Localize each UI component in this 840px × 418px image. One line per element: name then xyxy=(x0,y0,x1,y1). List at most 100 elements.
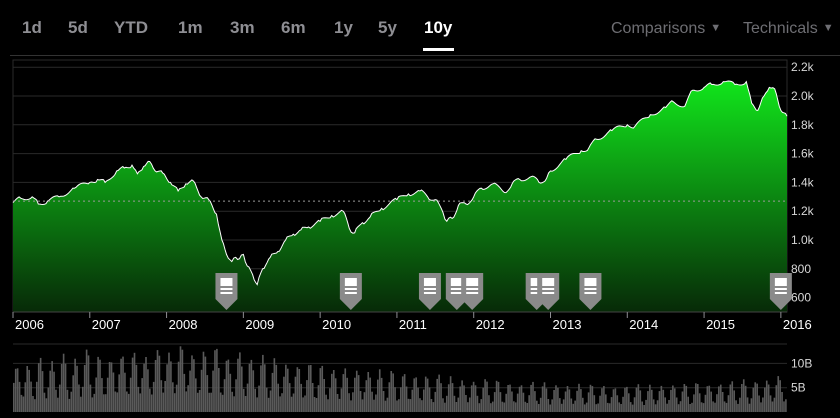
tab-5y[interactable]: 5y xyxy=(378,18,397,37)
volume-bar xyxy=(455,402,458,412)
news-marker-icon[interactable] xyxy=(215,273,238,310)
volume-bar xyxy=(24,382,27,412)
volume-bar xyxy=(470,385,473,412)
volume-bar xyxy=(528,395,530,412)
technicals-label: Technicals xyxy=(743,20,818,37)
volume-bar xyxy=(593,395,596,412)
volume-bar xyxy=(126,391,128,412)
volume-bar xyxy=(578,383,580,412)
volume-bar xyxy=(281,393,283,412)
volume-bar xyxy=(553,390,555,412)
news-marker-icon[interactable] xyxy=(537,273,560,310)
tab-10y[interactable]: 10y xyxy=(424,18,453,37)
x-tick-label: 2012 xyxy=(476,317,505,332)
volume-bar xyxy=(53,371,55,412)
volume-bar xyxy=(695,383,697,412)
volume-bar xyxy=(524,401,527,412)
volume-bar xyxy=(375,394,377,412)
volume-bar xyxy=(457,397,460,412)
volume-bar xyxy=(252,370,255,412)
volume-bar xyxy=(777,376,780,412)
volume-bar xyxy=(490,403,492,412)
news-marker-icon[interactable] xyxy=(418,273,441,310)
volume-bar xyxy=(359,391,362,412)
volume-bar xyxy=(338,398,341,412)
volume-bar xyxy=(742,379,745,412)
volume-bar xyxy=(708,385,711,412)
tab-1m[interactable]: 1m xyxy=(178,18,203,37)
volume-bar xyxy=(309,365,312,412)
volume-bar xyxy=(566,386,569,412)
comparisons-menu[interactable]: Comparisons ▼ xyxy=(611,20,721,38)
volume-bar xyxy=(206,375,209,412)
volume-bar xyxy=(658,391,661,412)
volume-bar xyxy=(315,398,318,412)
volume-bar xyxy=(118,374,120,412)
volume-bar xyxy=(378,369,381,412)
volume-bar xyxy=(783,401,785,412)
volume-bar xyxy=(451,383,454,412)
volume-bar xyxy=(627,393,630,412)
volume-bar xyxy=(422,389,425,412)
volume-bar xyxy=(570,398,573,412)
volume-bar xyxy=(191,355,193,412)
volume-bar xyxy=(499,392,502,412)
volume-bar xyxy=(58,384,61,412)
volume-bar xyxy=(622,396,624,412)
volume-bar xyxy=(649,384,651,412)
volume-bar xyxy=(673,388,676,412)
volume-bar xyxy=(585,402,588,412)
volume-bar xyxy=(645,399,647,412)
volume-bar xyxy=(43,392,46,412)
chevron-down-icon: ▼ xyxy=(822,22,834,34)
volume-bar xyxy=(384,400,387,412)
tab-1d[interactable]: 1d xyxy=(22,18,42,37)
volume-bar xyxy=(149,388,151,412)
volume-bar xyxy=(45,398,48,412)
tab-5d[interactable]: 5d xyxy=(68,18,88,37)
volume-bar xyxy=(250,359,253,412)
volume-bar xyxy=(275,364,278,412)
tab-ytd[interactable]: YTD xyxy=(114,18,148,37)
news-marker-icon[interactable] xyxy=(339,273,362,310)
volume-bar xyxy=(367,372,370,412)
volume-bar xyxy=(591,386,594,412)
volume-bar xyxy=(465,395,467,412)
volume-bar xyxy=(608,403,611,412)
volume-bar xyxy=(626,386,628,412)
volume-bar xyxy=(672,385,674,412)
volume-bar xyxy=(200,369,203,412)
x-tick-label: 2013 xyxy=(553,317,582,332)
volume-bar xyxy=(382,391,385,412)
news-marker-icon[interactable] xyxy=(769,273,792,310)
volume-bar xyxy=(698,393,701,412)
volume-bar xyxy=(696,384,699,412)
volume-bar xyxy=(641,401,644,412)
volume-bar xyxy=(311,383,314,412)
technicals-menu[interactable]: Technicals ▼ xyxy=(743,20,834,38)
tab-3m[interactable]: 3m xyxy=(230,18,255,37)
volume-bar xyxy=(185,391,188,412)
news-marker-icon[interactable] xyxy=(461,273,484,310)
volume-bar xyxy=(781,392,783,412)
volume-bar xyxy=(164,381,166,412)
x-tick-label: 2016 xyxy=(783,317,812,332)
volume-bar xyxy=(263,364,266,412)
tab-1y[interactable]: 1y xyxy=(334,18,353,37)
price-tick-label: 2.0k xyxy=(791,89,815,103)
volume-bar xyxy=(612,389,615,412)
volume-bar xyxy=(737,403,739,412)
tab-6m[interactable]: 6m xyxy=(281,18,306,37)
volume-bar xyxy=(729,384,732,412)
volume-bar xyxy=(767,384,770,412)
volume-bar xyxy=(739,397,741,412)
volume-bar xyxy=(313,397,316,412)
volume-bar xyxy=(442,398,444,412)
volume-bar xyxy=(327,399,329,412)
volume-bar xyxy=(562,399,565,412)
volume-bar xyxy=(670,389,672,412)
volume-bar xyxy=(352,392,354,412)
event-markers xyxy=(215,273,792,310)
news-marker-icon[interactable] xyxy=(579,273,602,310)
